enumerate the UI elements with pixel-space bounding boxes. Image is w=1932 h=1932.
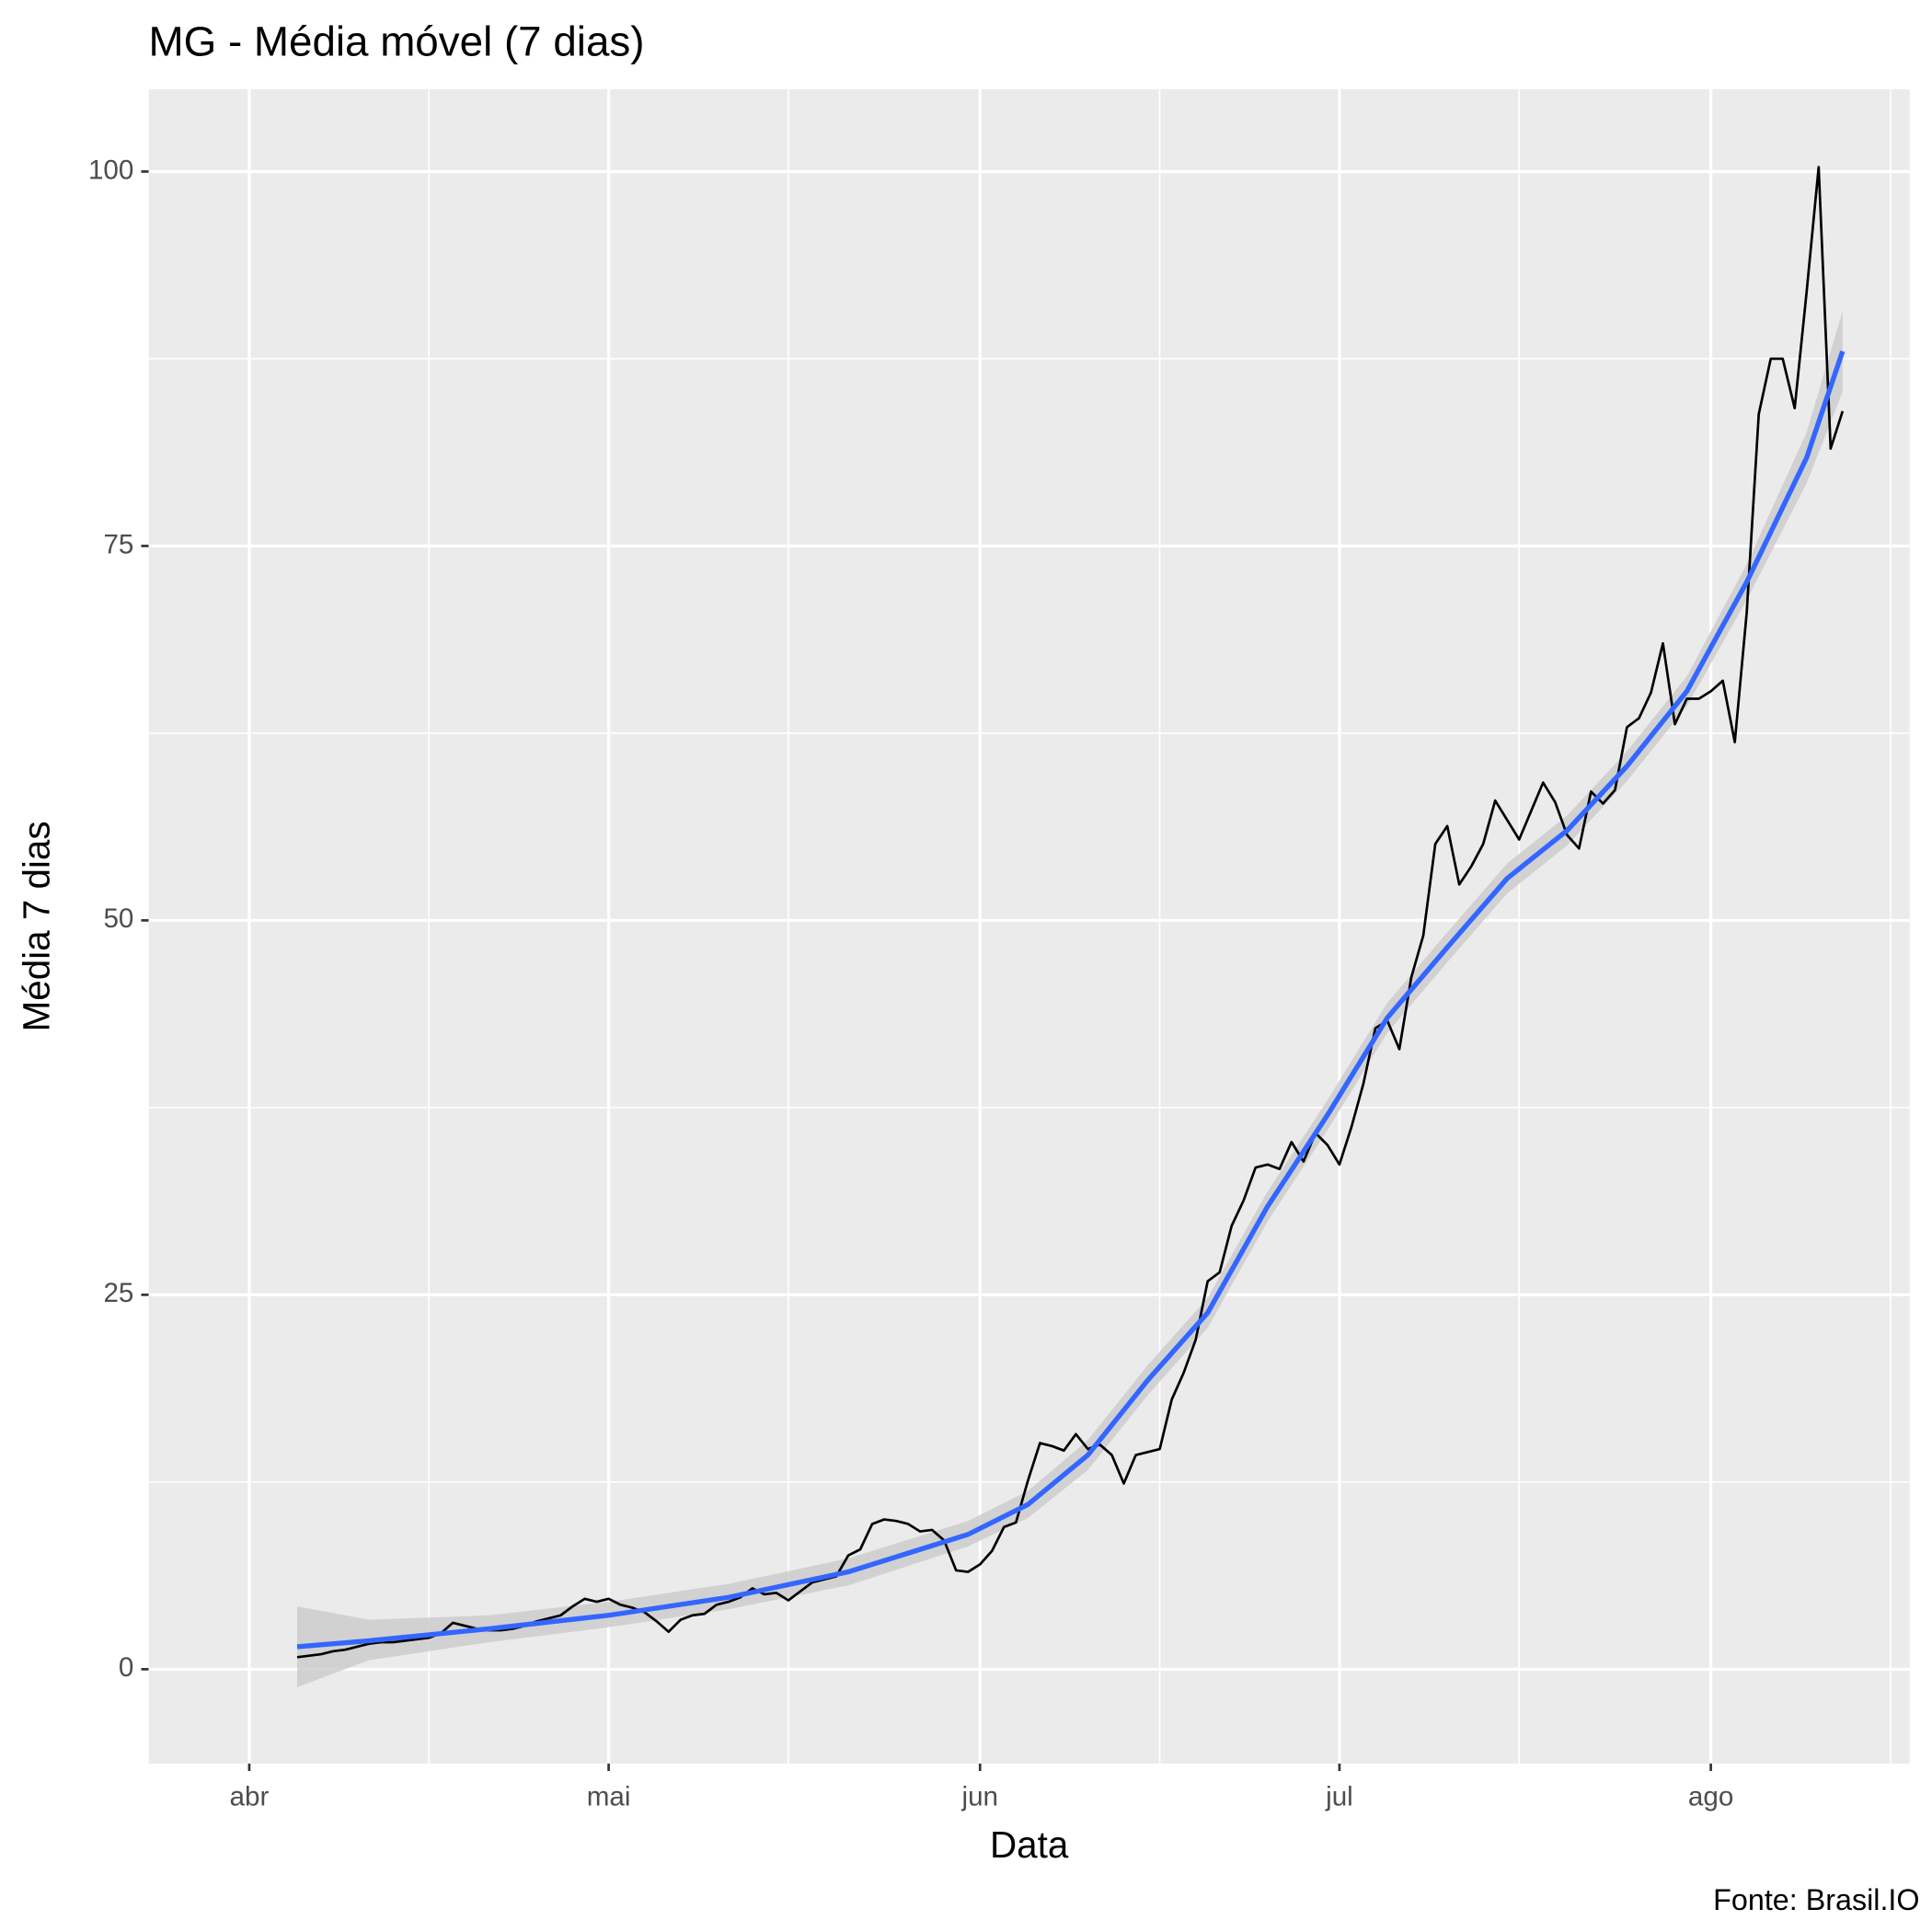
x-tick-label: jun	[961, 1781, 999, 1811]
y-tick-label: 75	[103, 529, 133, 559]
marks	[296, 166, 1846, 1687]
y-axis-title: Média 7 dias	[16, 821, 58, 1031]
grid	[148, 88, 1910, 1764]
caption: Fonte: Brasil.IO	[1713, 1883, 1919, 1916]
y-tick-label: 50	[103, 903, 133, 934]
y-tick-label: 0	[119, 1652, 133, 1683]
x-tick-label: ago	[1688, 1781, 1733, 1811]
x-axis-title: Data	[990, 1823, 1069, 1866]
axes: abr mai jun jul ago 0 25 50 75 100	[88, 155, 1733, 1811]
x-tick-label: mai	[587, 1781, 631, 1811]
data-line	[296, 166, 1845, 1659]
trend-line	[296, 350, 1846, 1650]
x-tick-label: abr	[230, 1781, 270, 1811]
y-tick-label: 25	[103, 1278, 133, 1308]
plot-panel	[148, 88, 1910, 1764]
chart-title: MG - Média móvel (7 dias)	[149, 18, 645, 65]
x-tick-label: jul	[1325, 1781, 1353, 1811]
y-tick-label: 100	[88, 155, 133, 185]
